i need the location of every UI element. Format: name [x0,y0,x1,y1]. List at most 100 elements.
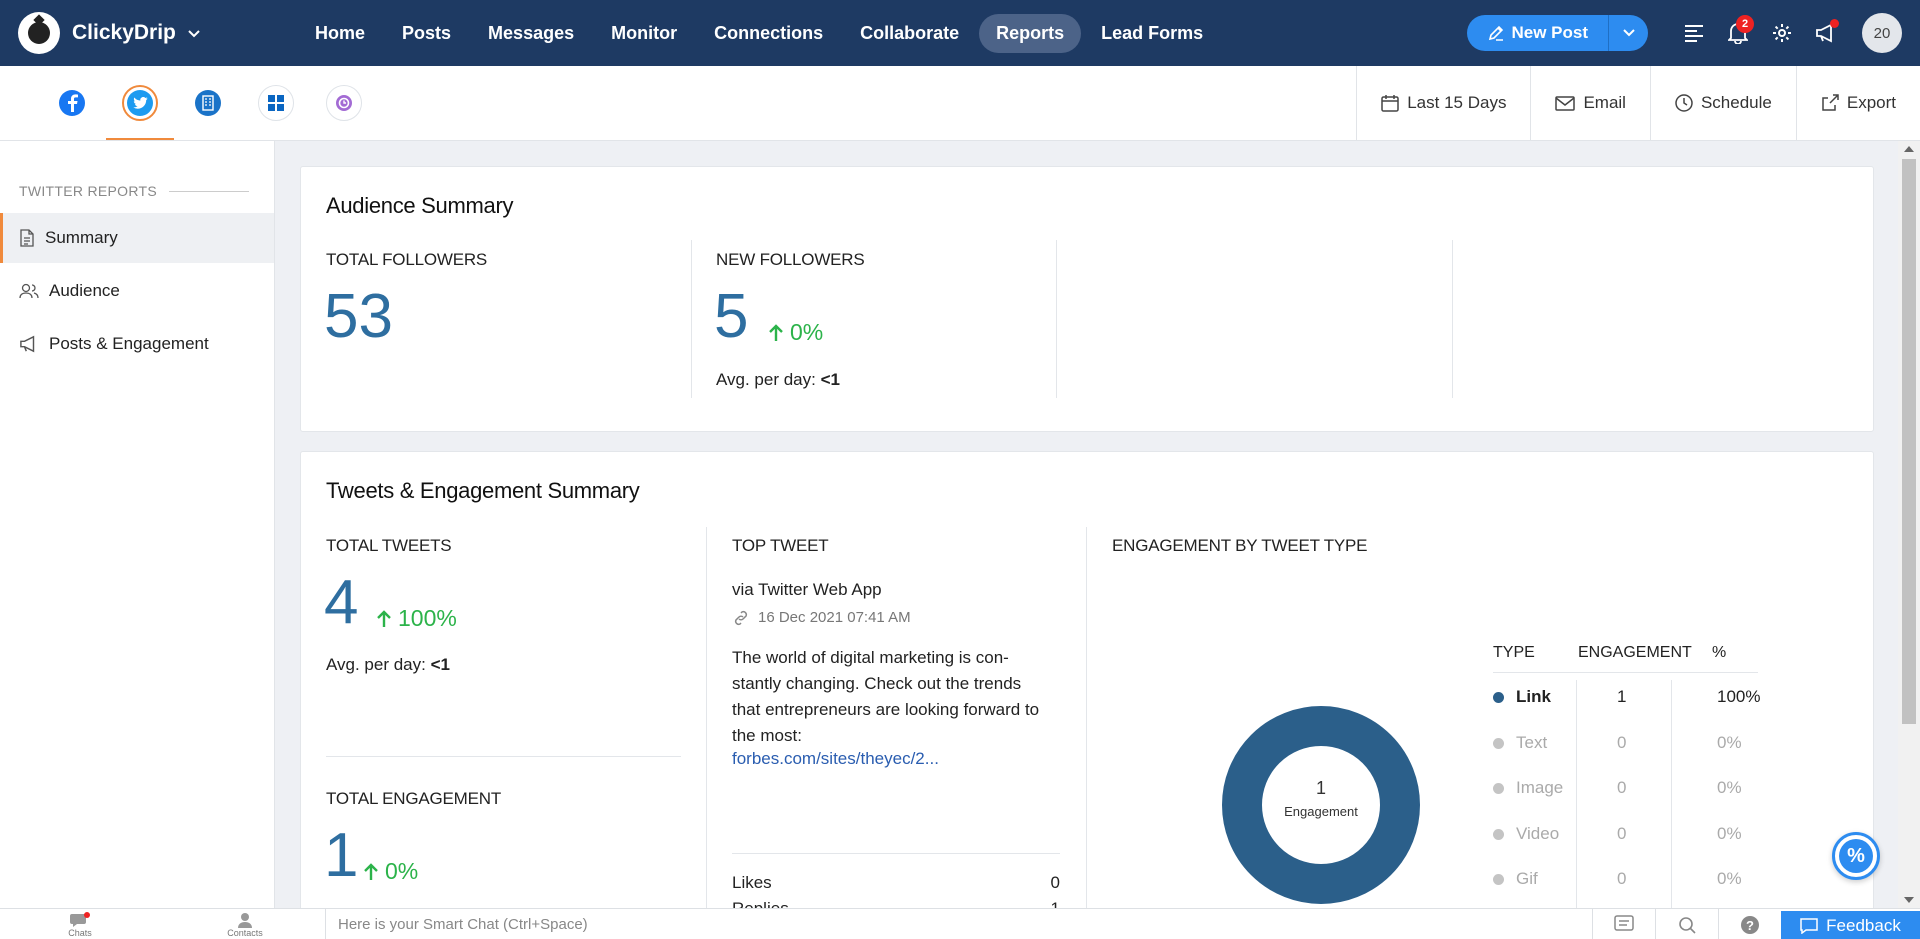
sidebar-item-audience[interactable]: Audience [0,266,274,316]
schedule-label: Schedule [1700,93,1772,112]
notification-badge: 2 [1736,15,1754,33]
top-tweet-link[interactable]: forbes.com/sites/theyec/2... [732,749,939,768]
timer-icon [331,90,357,116]
legend-dot [1493,782,1504,794]
total-engagement-label: TOTAL ENGAGEMENT [326,789,502,808]
percent-cell: 0% [1717,778,1742,797]
top-tweet-label: TOP TWEET [732,536,829,555]
engagement-by-type-label: ENGAGEMENT BY TWEET TYPE [1112,536,1368,555]
total-tweets-change: 100% [376,605,457,632]
search-icon[interactable] [1655,909,1717,939]
total-tweets-label: TOTAL TWEETS [326,536,452,555]
total-tweets-value: 4 [324,568,359,637]
legend-dot [1493,828,1504,840]
brand-logo [18,12,60,54]
email-label: Email [1583,93,1626,112]
sidebar-item-posts-engagement[interactable]: Posts & Engagement [0,319,274,369]
main-scrollbar[interactable] [1898,141,1920,908]
percent-cell: 0% [1717,869,1742,888]
gear-icon[interactable] [1760,11,1804,55]
mail-icon [1555,95,1576,111]
tab-timer[interactable] [310,66,378,140]
notifications-button[interactable]: 2 [1716,11,1760,55]
export-button[interactable]: Export [1795,66,1920,140]
channel-tabs [38,66,378,140]
new-followers-label: NEW FOLLOWERS [716,250,865,269]
total-tweets-avg: Avg. per day: <1 [326,655,450,674]
export-label: Export [1846,93,1896,112]
bottom-bar: Chats Contacts Here is your Smart Chat (… [0,908,1920,939]
scroll-down-arrow[interactable] [1904,897,1914,903]
top-tweet-date: 16 Dec 2021 07:41 AM [732,609,911,626]
tab-facebook[interactable] [38,66,106,140]
tab-business[interactable] [174,66,242,140]
percent-cell: 0% [1717,824,1742,843]
tab-windows[interactable] [242,66,310,140]
engagement-cell: 0 [1617,733,1627,752]
audience-summary-card: Audience Summary TOTAL FOLLOWERS 53 NEW … [300,166,1874,432]
nav-reports[interactable]: Reports [979,13,1082,53]
col-header-engagement: ENGAGEMENT [1578,644,1692,661]
nav-home[interactable]: Home [315,22,366,43]
nav-collaborate[interactable]: Collaborate [860,22,960,43]
nav-posts[interactable]: Posts [402,22,452,43]
engagement-cell: 1 [1617,687,1627,706]
nav-monitor[interactable]: Monitor [611,22,678,43]
message-icon[interactable] [1592,909,1654,939]
announcements-button[interactable] [1804,11,1848,55]
arrow-up-icon [769,323,783,341]
pencil-icon [1489,25,1504,41]
business-icon [195,90,221,116]
type-row-text[interactable]: Text [1493,733,1547,753]
type-row-image[interactable]: Image [1493,778,1563,798]
menu-list-icon[interactable] [1672,11,1716,55]
email-button[interactable]: Email [1530,66,1650,140]
tweets-summary-title: Tweets & Engagement Summary [326,478,640,503]
audience-summary-title: Audience Summary [326,193,514,218]
legend-dot [1493,737,1504,749]
avatar[interactable]: 20 [1862,13,1902,53]
chats-button[interactable]: Chats [55,909,105,939]
feedback-button[interactable]: Feedback [1781,911,1920,939]
top-tweet-source: via Twitter Web App [732,580,882,599]
feedback-icon [1800,917,1818,934]
facebook-icon [59,90,85,116]
unread-dot [1830,19,1839,28]
twitter-icon [127,90,153,116]
total-followers-label: TOTAL FOLLOWERS [326,250,488,269]
sidebar-heading: TWITTER REPORTS [0,141,274,199]
new-post-button[interactable]: New Post [1467,15,1608,51]
tab-twitter[interactable] [106,66,174,140]
contacts-button[interactable]: Contacts [220,909,270,939]
arrow-up-icon [377,609,391,627]
new-post-dropdown[interactable] [1608,15,1648,51]
scroll-up-arrow[interactable] [1904,146,1914,152]
brand-switcher[interactable]: ClickyDrip [18,12,278,54]
col-header-type: TYPE [1493,644,1535,661]
type-row-gif[interactable]: Gif [1493,869,1538,889]
chevron-down-icon [188,25,200,41]
scroll-thumb[interactable] [1902,159,1916,724]
nav-messages[interactable]: Messages [488,22,575,43]
total-followers-value: 53 [324,282,393,351]
percent-fab-button[interactable]: % [1832,832,1880,880]
sidebar-item-label: Audience [49,281,120,300]
nav-lead-forms[interactable]: Lead Forms [1101,22,1204,43]
sidebar-item-summary[interactable]: Summary [0,213,274,263]
sidebar-item-label: Summary [45,228,118,247]
nav-connections[interactable]: Connections [714,22,824,43]
schedule-button[interactable]: Schedule [1649,66,1796,140]
type-row-link[interactable]: Link [1493,687,1551,707]
report-toolbar: Last 15 Days Email Schedule Export [0,66,1920,141]
document-icon [20,229,34,247]
percent-icon: % [1839,839,1873,873]
top-tweet-replies: Replies1 [732,899,1060,908]
date-range-picker[interactable]: Last 15 Days [1356,66,1530,140]
engagement-donut-chart [1222,706,1420,904]
chat-bubble-icon [70,911,90,927]
help-icon[interactable]: ? [1718,909,1780,939]
legend-dot [1493,873,1504,885]
type-row-video[interactable]: Video [1493,824,1559,844]
smart-chat-input[interactable]: Here is your Smart Chat (Ctrl+Space) [325,909,1590,939]
percent-cell: 0% [1717,733,1742,752]
